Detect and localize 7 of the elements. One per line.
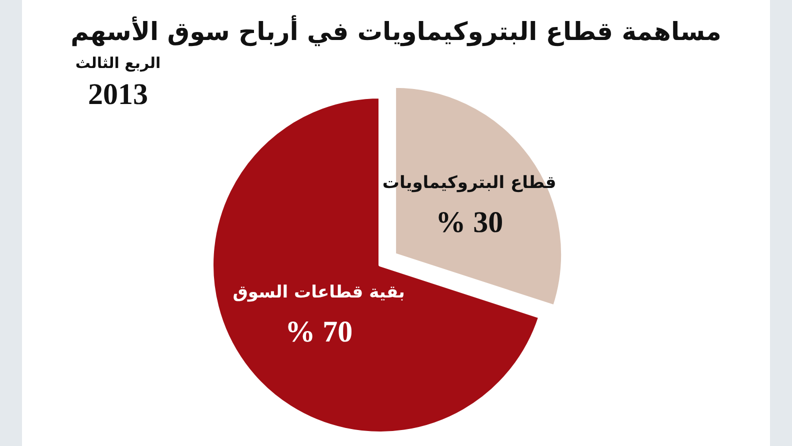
data-label: % 70 bbox=[285, 315, 353, 348]
slice-label: بقية قطاعات السوق bbox=[232, 282, 405, 302]
chart-title: مساهمة قطاع البتروكيماويات في أرباح سوق الأسهم bbox=[70, 15, 722, 47]
text: 2013 bbox=[88, 78, 148, 111]
text: الربع الثالث bbox=[75, 54, 161, 72]
slice-label: قطاع البتروكيماويات bbox=[382, 173, 556, 194]
data-label: % 30 bbox=[436, 206, 504, 240]
